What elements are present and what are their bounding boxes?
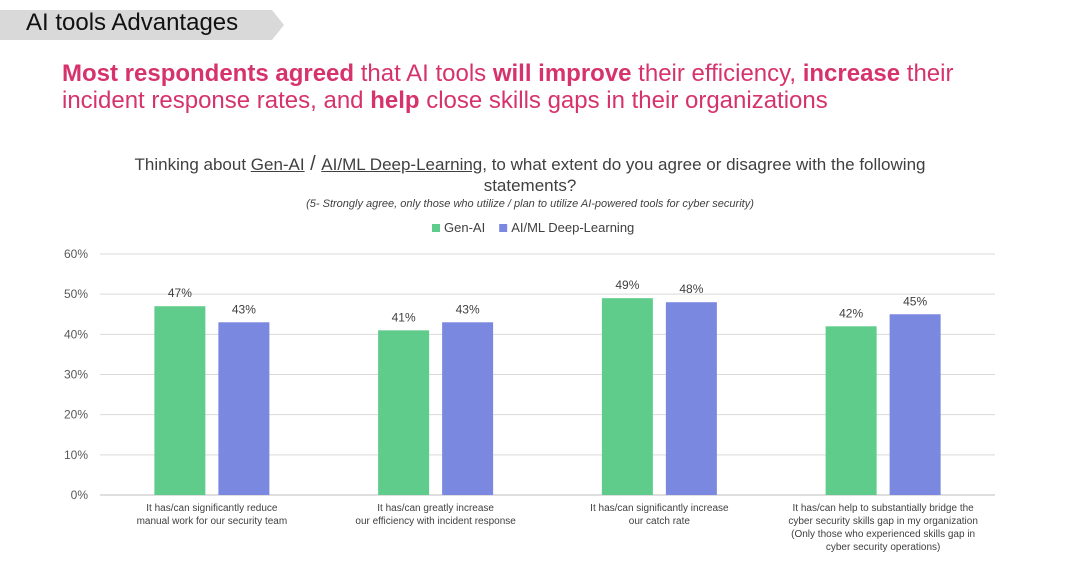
headline-text-1: that AI tools xyxy=(354,60,493,87)
data-label: 43% xyxy=(232,302,256,316)
y-tick-label: 60% xyxy=(64,247,88,261)
chart-title-genai: Gen-AI xyxy=(250,155,305,174)
chart-title-text-1: Thinking about xyxy=(134,155,251,174)
data-label: 48% xyxy=(679,282,703,296)
headline-bold-2: will improve xyxy=(492,60,632,87)
legend-swatch xyxy=(432,224,440,232)
data-label: 42% xyxy=(839,306,863,320)
y-tick-label: 0% xyxy=(71,488,89,502)
data-label: 43% xyxy=(456,302,480,316)
bar xyxy=(665,302,717,495)
chart-title-aiml: AI/ML Deep-Learning xyxy=(321,155,483,174)
y-tick-label: 50% xyxy=(64,287,88,301)
data-label: 41% xyxy=(392,310,416,324)
bar xyxy=(378,330,430,495)
x-category-label: (Only those who experienced skills gap i… xyxy=(791,529,975,540)
bar xyxy=(889,314,941,495)
legend-swatch xyxy=(499,224,508,232)
headline-bold-4: help xyxy=(370,87,420,114)
y-tick-label: 40% xyxy=(64,327,88,341)
y-tick-label: 30% xyxy=(64,368,88,382)
x-category-label: It has/can greatly increase xyxy=(377,503,494,514)
x-category-label: our efficiency with incident response xyxy=(355,516,516,527)
x-category-label: manual work for our security team xyxy=(137,516,288,527)
x-category-label: It has/can help to substantially bridge … xyxy=(793,503,975,514)
y-tick-label: 20% xyxy=(64,408,88,422)
x-category-label: our catch rate xyxy=(629,516,691,527)
chart-title-text-2: , to what extent do you agree or disagre… xyxy=(482,155,926,195)
x-category-label: It has/can significantly increase xyxy=(590,503,729,514)
x-category-label: cyber security skills gap in my organiza… xyxy=(788,516,978,527)
data-label: 47% xyxy=(168,286,192,300)
chart-subtitle: (5- Strongly agree, only those who utili… xyxy=(306,198,754,210)
y-tick-label: 10% xyxy=(64,448,88,462)
bar xyxy=(442,322,494,495)
data-label: 49% xyxy=(615,278,639,292)
chart-title: Thinking about Gen-AI / AI/ML Deep-Learn… xyxy=(120,154,940,196)
x-category-label: It has/can significantly reduce xyxy=(146,503,278,514)
section-title: AI tools Advantages xyxy=(26,9,239,36)
bar xyxy=(218,322,270,495)
headline-bold-1: Most respondents agreed xyxy=(62,60,355,87)
section-tag: AI tools Advantages xyxy=(0,0,1072,46)
headline: Most respondents agreed that AI tools wi… xyxy=(62,60,1042,114)
x-category-label: cyber security operations) xyxy=(826,542,941,553)
headline-text-4: close skills gaps in their organizations xyxy=(419,87,828,114)
data-label: 45% xyxy=(903,294,927,308)
bar xyxy=(825,326,877,495)
headline-bold-3: increase xyxy=(802,60,901,87)
legend-label: Gen-AI xyxy=(444,220,485,235)
headline-text-3: their incident response rates, and xyxy=(62,60,954,114)
bar xyxy=(154,306,206,495)
legend-label: AI/ML Deep-Learning xyxy=(511,220,634,235)
headline-text-2: their efficiency, xyxy=(631,60,803,87)
bar xyxy=(601,298,653,495)
section-tag-shape xyxy=(0,10,284,40)
chart-title-slash: / xyxy=(304,153,322,175)
